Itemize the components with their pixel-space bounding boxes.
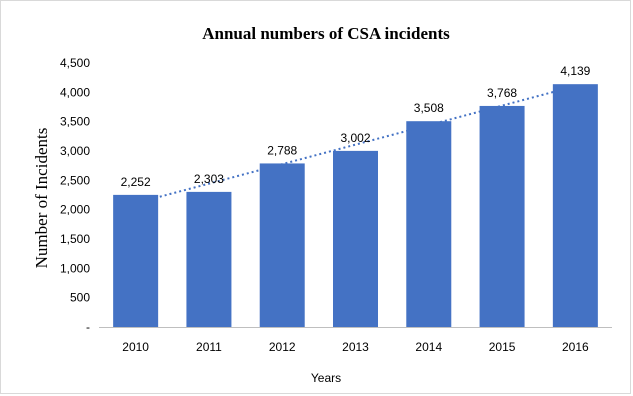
y-tick-label: 4,500 [60, 56, 90, 70]
bar-2015 [479, 105, 525, 327]
trendline [135, 85, 576, 205]
x-axis-label: Years [311, 371, 341, 385]
bar-2012 [259, 163, 305, 327]
data-label-2015: 3,768 [487, 86, 517, 100]
data-label-2010: 2,252 [121, 175, 151, 189]
y-tick-label: 3,500 [60, 115, 90, 129]
y-axis-ticks: - 500 1,000 1,500 2,000 2,500 3,000 3,500 4,000 4… [60, 56, 90, 334]
y-axis-label: Number of Incidents [32, 128, 51, 269]
y-tick-label: 4,000 [60, 85, 90, 99]
y-tick-label: 3,000 [60, 144, 90, 158]
x-tick-label: 2015 [489, 340, 516, 354]
data-label-2011: 2,303 [194, 172, 224, 186]
bar-2016 [552, 84, 598, 327]
bar-2014 [406, 121, 452, 328]
x-tick-label: 2013 [342, 340, 369, 354]
bar-2011 [186, 191, 232, 327]
x-tick-label: 2011 [196, 340, 222, 354]
bar-2010 [113, 194, 159, 327]
x-tick-label: 2010 [122, 340, 149, 354]
data-labels-group: 2,252 2,303 2,788 3,002 3,508 3,768 4,139 [121, 64, 591, 189]
bar-2013 [333, 150, 378, 327]
data-label-2014: 3,508 [414, 101, 444, 115]
bars-group [113, 84, 598, 328]
y-tick-label: - [86, 320, 90, 334]
y-tick-label: 1,500 [60, 232, 90, 246]
y-tick-label: 500 [70, 291, 90, 305]
y-tick-label: 2,500 [60, 173, 90, 187]
data-label-2012: 2,788 [267, 143, 297, 157]
chart-title: Annual numbers of CSA incidents [202, 24, 450, 43]
x-tick-label: 2016 [562, 340, 589, 354]
y-tick-label: 2,000 [60, 203, 90, 217]
x-axis-ticks: 2010 2011 2012 2013 2014 2015 2016 [122, 340, 589, 354]
y-tick-label: 1,000 [60, 261, 90, 275]
data-label-2016: 4,139 [560, 64, 590, 78]
x-tick-label: 2014 [415, 340, 442, 354]
data-label-2013: 3,002 [340, 131, 370, 145]
x-tick-label: 2012 [269, 340, 296, 354]
